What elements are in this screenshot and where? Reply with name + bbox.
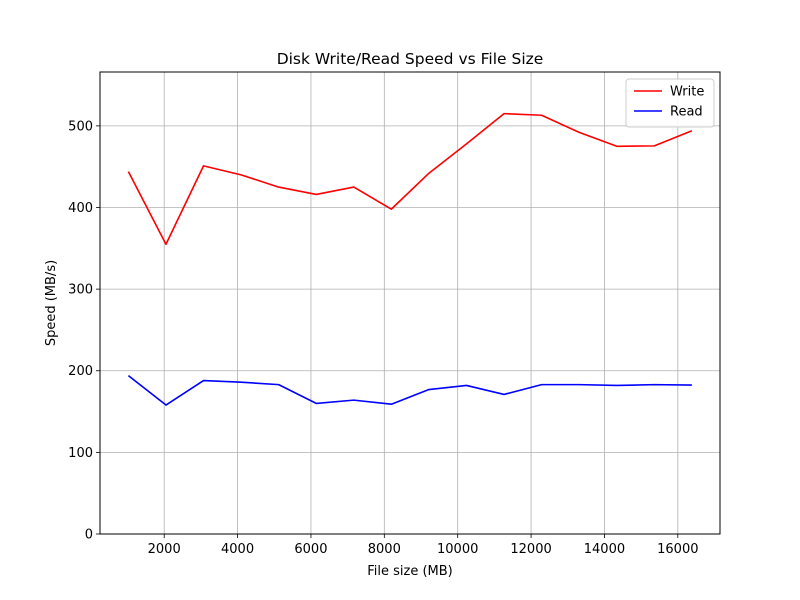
x-tick-label: 10000 bbox=[437, 542, 478, 557]
x-axis-label: File size (MB) bbox=[367, 564, 453, 579]
y-tick-label: 500 bbox=[68, 119, 93, 134]
legend: Write Read bbox=[625, 78, 715, 128]
x-tick-label: 4000 bbox=[221, 542, 254, 557]
x-tick-label: 8000 bbox=[368, 542, 401, 557]
y-tick-label: 200 bbox=[68, 364, 93, 379]
read-series-line bbox=[127, 375, 692, 406]
y-tick-label: 100 bbox=[68, 446, 93, 461]
series-lines bbox=[127, 112, 693, 406]
write-series-line bbox=[127, 112, 693, 246]
y-tick-label: 0 bbox=[85, 528, 93, 543]
x-tick-label: 6000 bbox=[294, 542, 327, 557]
x-tick-label: 14000 bbox=[584, 542, 625, 557]
y-tick-label: 300 bbox=[68, 283, 93, 298]
y-axis-label: Speed (MB/s) bbox=[44, 260, 59, 346]
axis-ticks: 2000 4000 6000 8000 10000 12000 14000 16000 0 100… bbox=[68, 119, 698, 557]
legend-write-label: Write bbox=[670, 85, 704, 100]
x-tick-label: 12000 bbox=[510, 542, 551, 557]
legend-read-label: Read bbox=[670, 105, 703, 120]
chart-title: Disk Write/Read Speed vs File Size bbox=[277, 50, 544, 68]
y-tick-label: 400 bbox=[68, 201, 93, 216]
plot-frame bbox=[99, 71, 721, 535]
x-tick-label: 2000 bbox=[148, 542, 181, 557]
x-tick-label: 16000 bbox=[657, 542, 698, 557]
